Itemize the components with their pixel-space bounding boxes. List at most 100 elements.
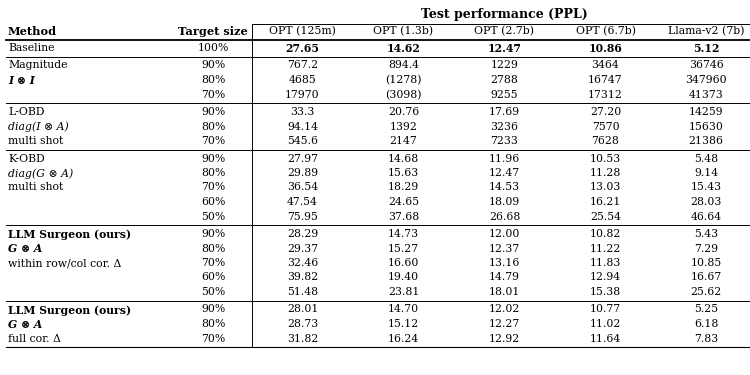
Text: 1229: 1229 <box>490 60 518 70</box>
Text: Llama-v2 (7b): Llama-v2 (7b) <box>668 26 744 36</box>
Text: OPT (1.3b): OPT (1.3b) <box>374 26 434 36</box>
Text: 767.2: 767.2 <box>287 60 318 70</box>
Text: diag(I ⊗ A): diag(I ⊗ A) <box>8 122 69 132</box>
Text: Method: Method <box>8 26 57 37</box>
Text: 28.29: 28.29 <box>286 229 318 239</box>
Text: 17312: 17312 <box>588 90 623 99</box>
Text: 15630: 15630 <box>688 122 724 132</box>
Text: 27.65: 27.65 <box>286 43 320 54</box>
Text: 5.25: 5.25 <box>694 304 718 315</box>
Text: 51.48: 51.48 <box>287 287 318 297</box>
Text: 14.53: 14.53 <box>489 183 520 192</box>
Text: 25.62: 25.62 <box>690 287 722 297</box>
Text: 29.89: 29.89 <box>287 168 318 178</box>
Text: 80%: 80% <box>201 75 225 85</box>
Text: 13.16: 13.16 <box>489 258 520 268</box>
Text: 7.83: 7.83 <box>694 333 718 344</box>
Text: K-OBD: K-OBD <box>8 153 45 164</box>
Text: 11.02: 11.02 <box>590 319 621 329</box>
Text: 70%: 70% <box>201 333 225 344</box>
Text: 36746: 36746 <box>688 60 723 70</box>
Text: 12.00: 12.00 <box>489 229 520 239</box>
Text: 17.69: 17.69 <box>489 107 520 117</box>
Text: 26.68: 26.68 <box>489 211 520 222</box>
Text: 14.68: 14.68 <box>388 153 419 164</box>
Text: 4685: 4685 <box>289 75 316 85</box>
Text: 10.53: 10.53 <box>590 153 621 164</box>
Text: 10.85: 10.85 <box>690 258 722 268</box>
Text: 11.64: 11.64 <box>590 333 621 344</box>
Text: 13.03: 13.03 <box>590 183 621 192</box>
Text: 2788: 2788 <box>490 75 518 85</box>
Text: 12.47: 12.47 <box>489 168 520 178</box>
Text: 31.82: 31.82 <box>286 333 318 344</box>
Text: 6.18: 6.18 <box>694 319 718 329</box>
Text: 27.97: 27.97 <box>287 153 318 164</box>
Text: 5.43: 5.43 <box>694 229 718 239</box>
Text: 10.82: 10.82 <box>590 229 621 239</box>
Text: 16.24: 16.24 <box>388 333 419 344</box>
Text: 18.01: 18.01 <box>489 287 520 297</box>
Text: 9.14: 9.14 <box>694 168 718 178</box>
Text: 347960: 347960 <box>686 75 727 85</box>
Text: 12.94: 12.94 <box>590 273 621 282</box>
Text: 11.22: 11.22 <box>590 243 621 254</box>
Text: 90%: 90% <box>201 229 225 239</box>
Text: 11.83: 11.83 <box>590 258 621 268</box>
Text: 7570: 7570 <box>592 122 620 132</box>
Text: 80%: 80% <box>201 168 225 178</box>
Text: 24.65: 24.65 <box>388 197 419 207</box>
Text: 70%: 70% <box>201 136 225 146</box>
Text: G ⊗ A: G ⊗ A <box>8 243 42 255</box>
Text: G ⊗ A: G ⊗ A <box>8 319 42 330</box>
Text: 27.20: 27.20 <box>590 107 621 117</box>
Text: 15.43: 15.43 <box>691 183 722 192</box>
Text: 16.21: 16.21 <box>590 197 621 207</box>
Text: 7.29: 7.29 <box>694 243 718 254</box>
Text: 9255: 9255 <box>490 90 518 99</box>
Text: 28.03: 28.03 <box>690 197 722 207</box>
Text: 1392: 1392 <box>389 122 418 132</box>
Text: 16.67: 16.67 <box>690 273 722 282</box>
Text: I ⊗ I: I ⊗ I <box>8 75 34 86</box>
Text: multi shot: multi shot <box>8 136 63 146</box>
Text: within row/col cor. Δ: within row/col cor. Δ <box>8 258 122 268</box>
Text: 14.79: 14.79 <box>489 273 520 282</box>
Text: 100%: 100% <box>197 43 229 53</box>
Text: 28.01: 28.01 <box>286 304 318 315</box>
Text: 80%: 80% <box>201 319 225 329</box>
Text: 18.09: 18.09 <box>489 197 520 207</box>
Text: OPT (2.7b): OPT (2.7b) <box>475 26 535 36</box>
Text: 15.27: 15.27 <box>388 243 419 254</box>
Text: 80%: 80% <box>201 122 225 132</box>
Text: 5.48: 5.48 <box>694 153 718 164</box>
Text: 14.73: 14.73 <box>388 229 419 239</box>
Text: 94.14: 94.14 <box>287 122 318 132</box>
Text: 32.46: 32.46 <box>286 258 318 268</box>
Text: 36.54: 36.54 <box>287 183 318 192</box>
Text: 12.02: 12.02 <box>489 304 520 315</box>
Text: 7628: 7628 <box>592 136 620 146</box>
Text: 545.6: 545.6 <box>287 136 318 146</box>
Text: 70%: 70% <box>201 258 225 268</box>
Text: OPT (6.7b): OPT (6.7b) <box>575 26 635 36</box>
Text: multi shot: multi shot <box>8 183 63 192</box>
Text: 15.12: 15.12 <box>388 319 419 329</box>
Text: 47.54: 47.54 <box>287 197 318 207</box>
Text: 12.37: 12.37 <box>489 243 520 254</box>
Text: full cor. Δ: full cor. Δ <box>8 333 61 344</box>
Text: diag(G ⊗ A): diag(G ⊗ A) <box>8 168 74 178</box>
Text: 37.68: 37.68 <box>388 211 419 222</box>
Text: 60%: 60% <box>201 197 225 207</box>
Text: 39.82: 39.82 <box>286 273 318 282</box>
Text: (3098): (3098) <box>386 90 422 100</box>
Text: 41373: 41373 <box>688 90 723 99</box>
Text: 10.86: 10.86 <box>589 43 622 54</box>
Text: 12.92: 12.92 <box>489 333 520 344</box>
Text: 75.95: 75.95 <box>287 211 318 222</box>
Text: 14.70: 14.70 <box>388 304 419 315</box>
Text: 16747: 16747 <box>588 75 622 85</box>
Text: 11.28: 11.28 <box>590 168 621 178</box>
Text: 23.81: 23.81 <box>388 287 419 297</box>
Text: 28.73: 28.73 <box>286 319 318 329</box>
